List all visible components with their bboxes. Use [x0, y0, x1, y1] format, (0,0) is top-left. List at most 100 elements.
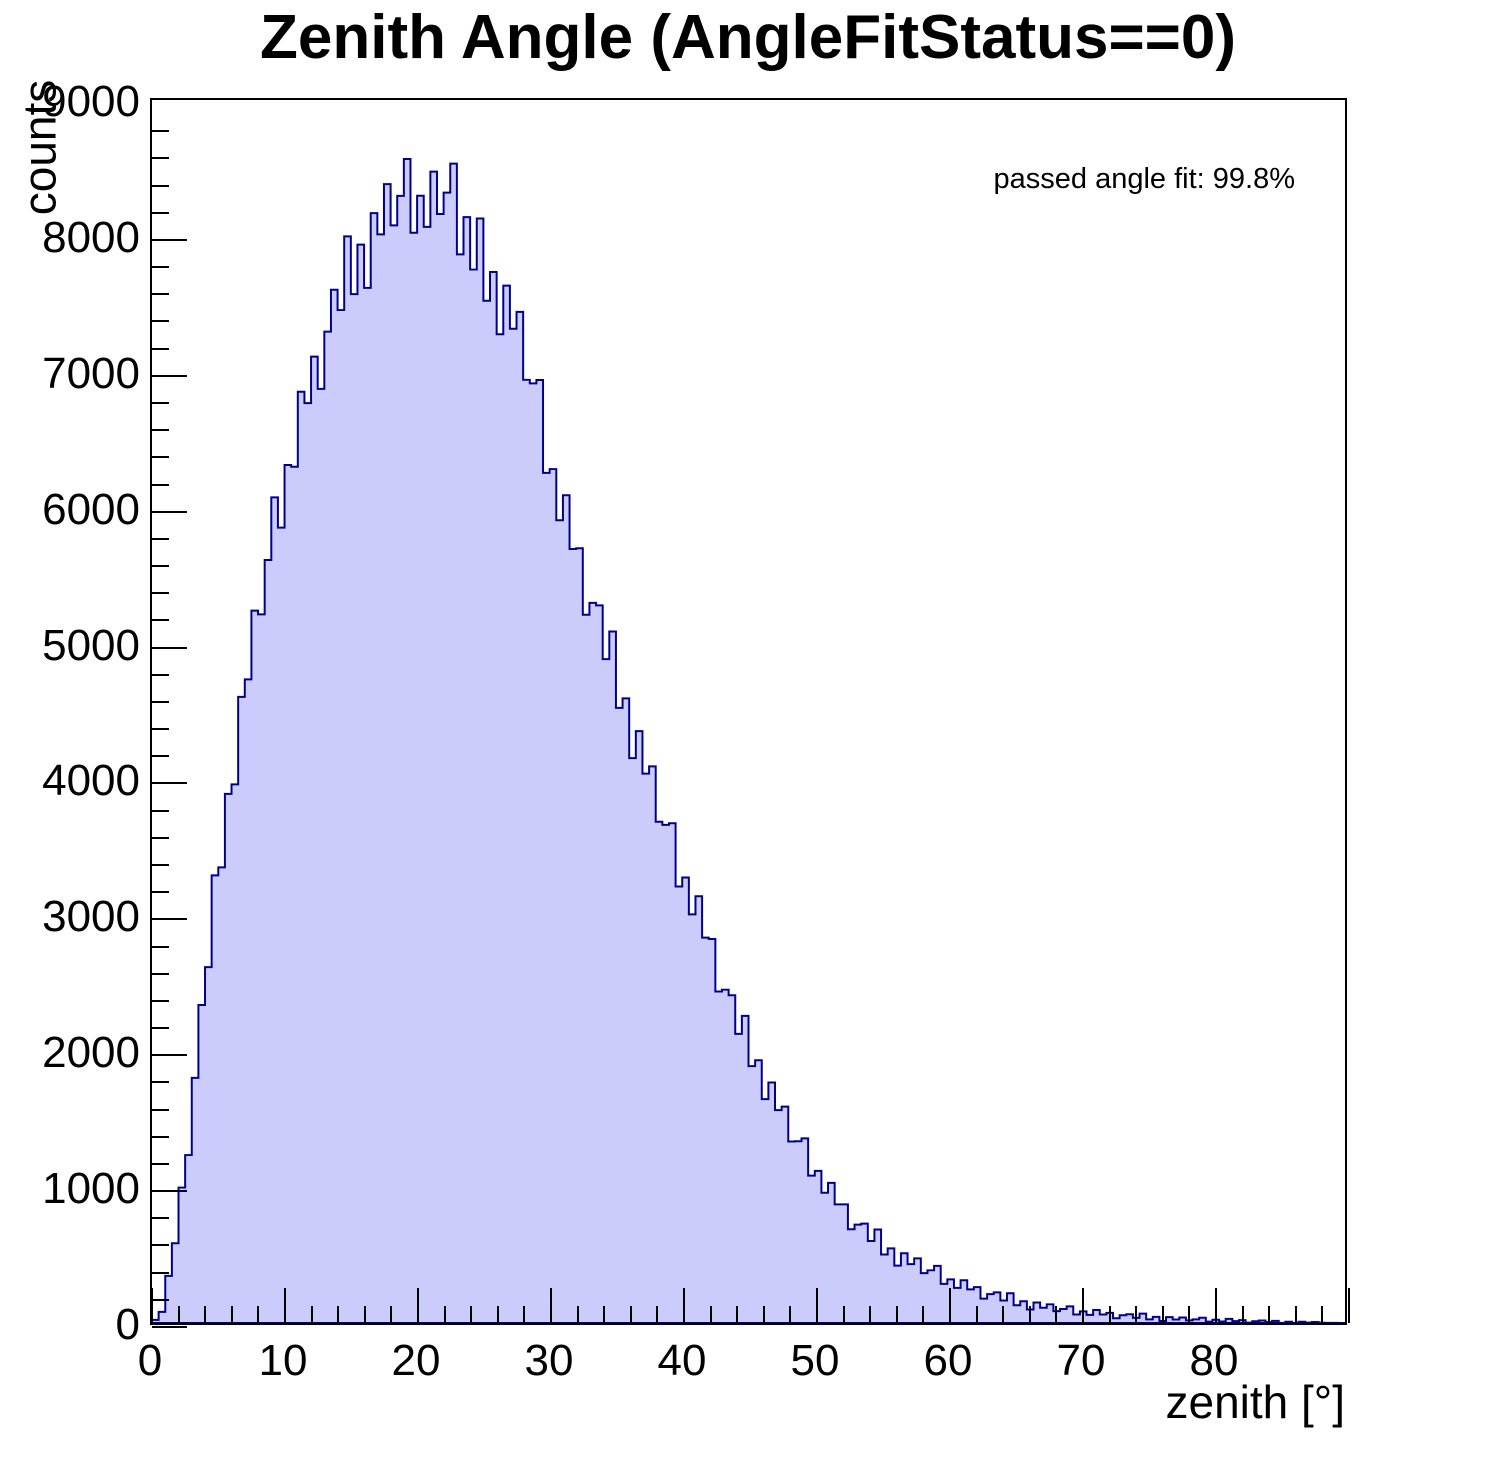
histogram-step-outline	[152, 158, 1345, 1323]
x-major-tick	[949, 1288, 951, 1323]
y-minor-tick	[152, 836, 169, 839]
plot-frame	[150, 98, 1350, 1328]
y-minor-tick	[152, 972, 169, 975]
y-minor-tick	[152, 1135, 169, 1138]
y-minor-tick	[152, 456, 169, 459]
x-minor-tick	[1268, 1306, 1271, 1323]
y-major-tick	[152, 918, 187, 921]
chart-title: Zenith Angle (AngleFitStatus==0)	[260, 3, 1236, 72]
y-tick-label: 1000	[42, 1164, 140, 1214]
x-major-tick	[683, 1288, 685, 1323]
y-tick-label: 2000	[42, 1028, 140, 1078]
x-major-tick	[417, 1288, 419, 1323]
x-minor-tick	[1135, 1306, 1138, 1323]
y-minor-tick	[152, 619, 169, 622]
x-minor-tick	[1055, 1306, 1058, 1323]
x-tick-label: 60	[923, 1336, 973, 1385]
y-minor-tick	[152, 1298, 169, 1301]
y-major-tick	[152, 646, 187, 649]
y-tick-label: 6000	[42, 484, 140, 534]
x-major-tick	[151, 1288, 153, 1323]
passed-angle-fit-annotation: passed angle fit: 99.8%	[993, 163, 1295, 195]
y-major-tick	[152, 510, 187, 513]
x-minor-tick	[709, 1306, 712, 1323]
x-minor-tick	[1188, 1306, 1191, 1323]
x-minor-tick	[576, 1306, 579, 1323]
y-minor-tick	[152, 1081, 169, 1084]
y-major-tick	[152, 1326, 187, 1328]
x-minor-tick	[1294, 1306, 1297, 1323]
x-major-tick	[1082, 1288, 1084, 1323]
y-minor-tick	[152, 1217, 169, 1220]
x-minor-tick	[470, 1306, 473, 1323]
x-minor-tick	[1241, 1306, 1244, 1323]
x-minor-tick	[230, 1306, 233, 1323]
x-minor-tick	[869, 1306, 872, 1323]
x-minor-tick	[922, 1306, 925, 1323]
y-minor-tick	[152, 347, 169, 350]
y-minor-tick	[152, 266, 169, 269]
y-minor-tick	[152, 211, 169, 214]
y-tick-label: 0	[115, 1300, 140, 1349]
y-minor-tick	[152, 592, 169, 595]
y-tick-label: 5000	[42, 620, 140, 670]
y-tick-label: 9000	[42, 77, 140, 127]
y-minor-tick	[152, 1162, 169, 1165]
x-minor-tick	[789, 1306, 792, 1323]
y-minor-tick	[152, 999, 169, 1002]
x-tick-label: 0	[137, 1336, 163, 1385]
x-minor-tick	[842, 1306, 845, 1323]
x-minor-tick	[390, 1306, 393, 1323]
x-axis-title: zenith [°]	[1165, 1376, 1346, 1428]
x-minor-tick	[736, 1306, 739, 1323]
y-minor-tick	[152, 700, 169, 703]
y-minor-tick	[152, 157, 169, 160]
x-minor-tick	[177, 1306, 180, 1323]
x-minor-tick	[629, 1306, 632, 1323]
x-minor-tick	[310, 1306, 313, 1323]
x-minor-tick	[1108, 1306, 1111, 1323]
y-tick-label: 8000	[42, 212, 140, 262]
x-minor-tick	[895, 1306, 898, 1323]
x-tick-label: 20	[391, 1336, 441, 1385]
x-minor-tick	[1028, 1306, 1031, 1323]
x-tick-label: 40	[657, 1336, 707, 1385]
x-minor-tick	[1002, 1306, 1005, 1323]
y-minor-tick	[152, 320, 169, 323]
y-tick-label: 4000	[42, 756, 140, 806]
y-minor-tick	[152, 565, 169, 568]
x-major-tick	[1348, 1288, 1350, 1323]
y-tick-label: 3000	[42, 892, 140, 942]
x-tick-label: 10	[258, 1336, 308, 1385]
x-major-tick	[816, 1288, 818, 1323]
y-minor-tick	[152, 1027, 169, 1030]
x-minor-tick	[975, 1306, 978, 1323]
y-minor-tick	[152, 864, 169, 866]
y-minor-tick	[152, 755, 169, 758]
y-major-tick	[152, 782, 187, 785]
x-major-tick	[284, 1288, 286, 1323]
y-minor-tick	[152, 1271, 169, 1274]
x-tick-label: 30	[524, 1336, 574, 1385]
y-minor-tick	[152, 891, 169, 894]
y-major-tick	[152, 1054, 187, 1057]
y-major-tick	[152, 374, 187, 377]
x-minor-tick	[204, 1306, 207, 1323]
x-minor-tick	[1321, 1306, 1324, 1323]
x-minor-tick	[603, 1306, 606, 1323]
y-minor-tick	[152, 130, 169, 133]
y-minor-tick	[152, 1244, 169, 1247]
x-minor-tick	[762, 1306, 765, 1323]
y-minor-tick	[152, 1108, 169, 1111]
y-minor-tick	[152, 293, 169, 296]
y-minor-tick	[152, 945, 169, 948]
y-tick-label: 7000	[42, 348, 140, 398]
y-minor-tick	[152, 184, 169, 187]
x-minor-tick	[496, 1306, 499, 1323]
x-minor-tick	[523, 1306, 526, 1323]
x-minor-tick	[363, 1306, 366, 1323]
y-minor-tick	[152, 402, 169, 404]
x-minor-tick	[257, 1306, 260, 1323]
x-major-tick	[550, 1288, 552, 1323]
